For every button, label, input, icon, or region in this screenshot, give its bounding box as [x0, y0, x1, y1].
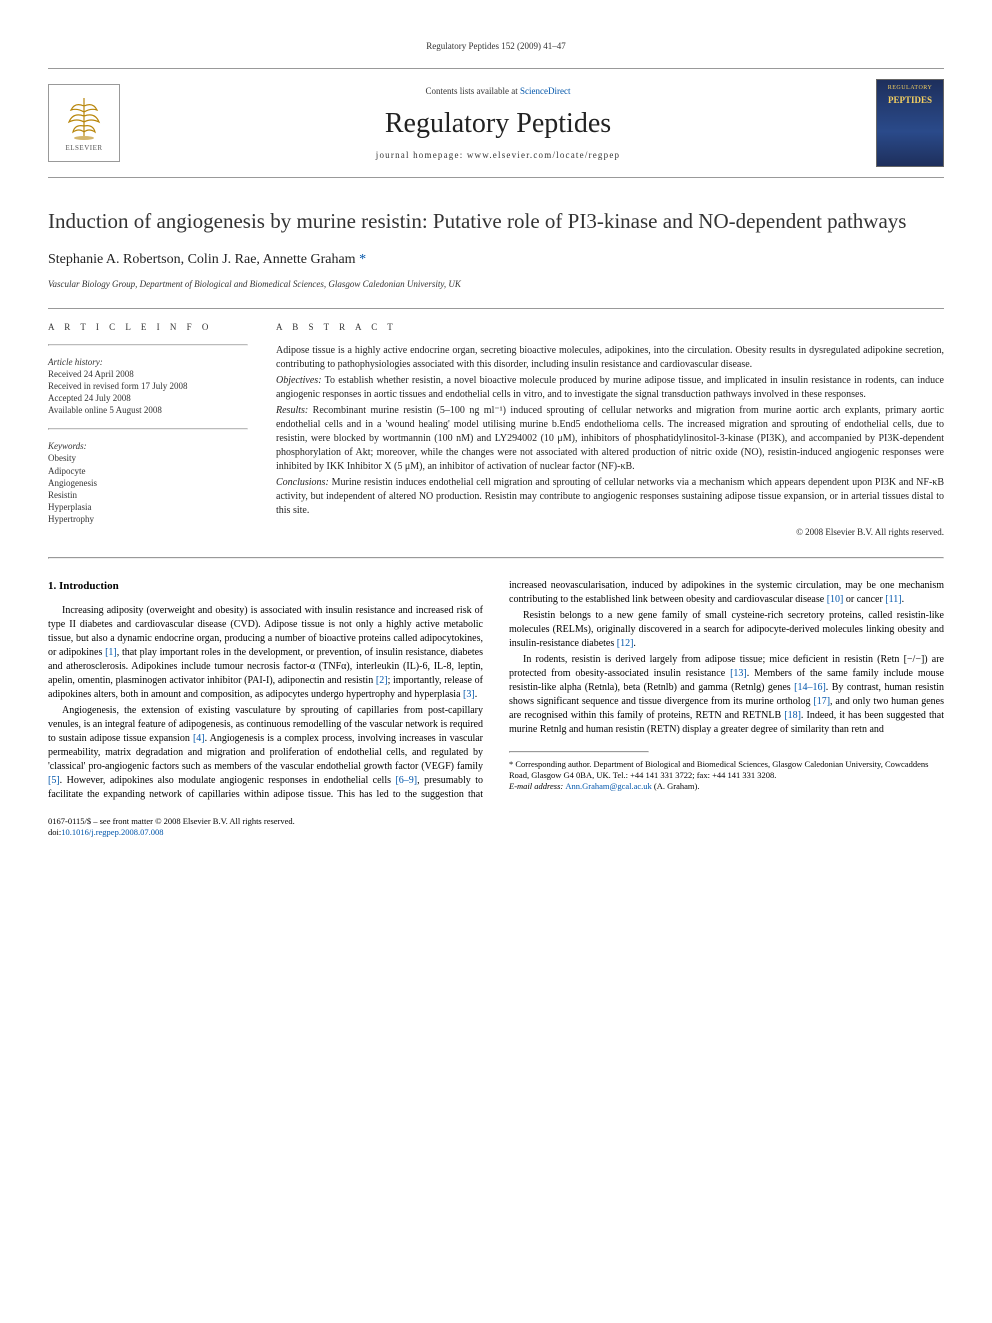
- ref-link[interactable]: [13]: [730, 668, 747, 679]
- article-history: Article history: Received 24 April 2008 …: [48, 356, 248, 417]
- sciencedirect-link[interactable]: ScienceDirect: [520, 86, 570, 96]
- body-text: Resistin belongs to a new gene family of…: [509, 610, 944, 649]
- journal-cover-thumb: REGULATORY PEPTIDES: [876, 79, 944, 167]
- objectives-text: To establish whether resistin, a novel b…: [276, 375, 944, 400]
- keyword: Resistin: [48, 489, 248, 501]
- ref-link[interactable]: [14–16]: [794, 682, 826, 693]
- elsevier-tree-icon: [59, 92, 109, 142]
- ref-link[interactable]: [18]: [784, 710, 801, 721]
- ref-link[interactable]: [5]: [48, 775, 60, 786]
- email-link[interactable]: Ann.Graham@gcal.ac.uk: [565, 781, 651, 791]
- accepted-date: Accepted 24 July 2008: [48, 392, 248, 404]
- body-text: .: [633, 638, 636, 649]
- email-label: E-mail address:: [509, 781, 565, 791]
- article-info: A R T I C L E I N F O Article history: R…: [48, 321, 248, 538]
- abstract: A B S T R A C T Adipose tissue is a high…: [276, 321, 944, 538]
- wide-divider: [48, 557, 944, 559]
- masthead-center: Contents lists available at ScienceDirec…: [138, 85, 858, 161]
- history-head: Article history:: [48, 356, 248, 368]
- cover-small-text: REGULATORY: [888, 84, 933, 92]
- article-info-label: A R T I C L E I N F O: [48, 321, 248, 333]
- keywords-head: Keywords:: [48, 440, 248, 452]
- footnote-separator: [509, 751, 649, 753]
- cover-big-text: PEPTIDES: [888, 94, 932, 106]
- body-text: . However, adipokines also modulate angi…: [60, 775, 396, 786]
- conclusions-text: Murine resistin induces endothelial cell…: [276, 477, 944, 516]
- results-label: Results:: [276, 405, 308, 416]
- ref-link[interactable]: [3]: [463, 689, 475, 700]
- abstract-label: A B S T R A C T: [276, 321, 944, 334]
- keyword: Angiogenesis: [48, 477, 248, 489]
- ref-link[interactable]: [12]: [617, 638, 634, 649]
- ref-link[interactable]: [4]: [193, 733, 205, 744]
- abstract-objectives: Objectives: To establish whether resisti…: [276, 374, 944, 402]
- homepage-url[interactable]: www.elsevier.com/locate/regpep: [467, 150, 620, 160]
- keywords-block: Keywords: Obesity Adipocyte Angiogenesis…: [48, 440, 248, 525]
- conclusions-label: Conclusions:: [276, 477, 329, 488]
- ref-link[interactable]: [1]: [105, 647, 117, 658]
- publisher-logo: ELSEVIER: [48, 84, 120, 162]
- info-divider: [48, 428, 248, 430]
- page-footer: 0167-0115/$ – see front matter © 2008 El…: [48, 816, 944, 838]
- ref-link[interactable]: [2]: [376, 675, 388, 686]
- divider: [48, 308, 944, 309]
- keyword: Adipocyte: [48, 465, 248, 477]
- online-date: Available online 5 August 2008: [48, 404, 248, 416]
- ref-link[interactable]: [6–9]: [395, 775, 417, 786]
- author-list: Stephanie A. Robertson, Colin J. Rae, An…: [48, 251, 944, 270]
- info-abstract-row: A R T I C L E I N F O Article history: R…: [48, 321, 944, 538]
- article-title: Induction of angiogenesis by murine resi…: [48, 208, 944, 235]
- affiliation: Vascular Biology Group, Department of Bi…: [48, 278, 944, 290]
- authors-text: Stephanie A. Robertson, Colin J. Rae, An…: [48, 252, 359, 267]
- keyword: Hyperplasia: [48, 501, 248, 513]
- corresponding-mark: *: [359, 252, 366, 267]
- body-para: Increasing adiposity (overweight and obe…: [48, 604, 483, 702]
- contents-available: Contents lists available at ScienceDirec…: [138, 85, 858, 97]
- results-text: Recombinant murine resistin (5–100 ng ml…: [276, 405, 944, 472]
- doi-line: doi:10.1016/j.regpep.2008.07.008: [48, 827, 944, 838]
- copyright: © 2008 Elsevier B.V. All rights reserved…: [276, 526, 944, 539]
- contents-prefix: Contents lists available at: [426, 86, 520, 96]
- objectives-label: Objectives:: [276, 375, 322, 386]
- body-para: In rodents, resistin is derived largely …: [509, 653, 944, 737]
- ref-link[interactable]: [17]: [813, 696, 830, 707]
- abstract-conclusions: Conclusions: Murine resistin induces end…: [276, 476, 944, 518]
- body-text: .: [475, 689, 478, 700]
- body-text: or cancer: [843, 594, 885, 605]
- email-suffix: (A. Graham).: [652, 781, 700, 791]
- keyword: Hypertrophy: [48, 513, 248, 525]
- email-footnote: E-mail address: Ann.Graham@gcal.ac.uk (A…: [509, 781, 944, 792]
- homepage-prefix: journal homepage:: [376, 150, 467, 160]
- publisher-name: ELSEVIER: [65, 144, 102, 153]
- abstract-intro: Adipose tissue is a highly active endocr…: [276, 344, 944, 372]
- body-text: .: [902, 594, 905, 605]
- running-head: Regulatory Peptides 152 (2009) 41–47: [48, 40, 944, 52]
- doi-label: doi:: [48, 827, 61, 837]
- journal-title: Regulatory Peptides: [138, 105, 858, 143]
- corresponding-footnote: * Corresponding author. Department of Bi…: [509, 759, 944, 781]
- keyword: Obesity: [48, 452, 248, 464]
- ref-link[interactable]: [11]: [885, 594, 901, 605]
- front-matter: 0167-0115/$ – see front matter © 2008 El…: [48, 816, 944, 827]
- footnotes: * Corresponding author. Department of Bi…: [509, 759, 944, 792]
- section-heading: 1. Introduction: [48, 579, 483, 594]
- revised-date: Received in revised form 17 July 2008: [48, 380, 248, 392]
- doi-link[interactable]: 10.1016/j.regpep.2008.07.008: [61, 827, 163, 837]
- ref-link[interactable]: [10]: [827, 594, 844, 605]
- body-columns: 1. Introduction Increasing adiposity (ov…: [48, 579, 944, 802]
- masthead: ELSEVIER Contents lists available at Sci…: [48, 68, 944, 178]
- abstract-results: Results: Recombinant murine resistin (5–…: [276, 404, 944, 474]
- received-date: Received 24 April 2008: [48, 368, 248, 380]
- body-para: Resistin belongs to a new gene family of…: [509, 609, 944, 651]
- journal-homepage: journal homepage: www.elsevier.com/locat…: [138, 149, 858, 161]
- info-divider: [48, 344, 248, 346]
